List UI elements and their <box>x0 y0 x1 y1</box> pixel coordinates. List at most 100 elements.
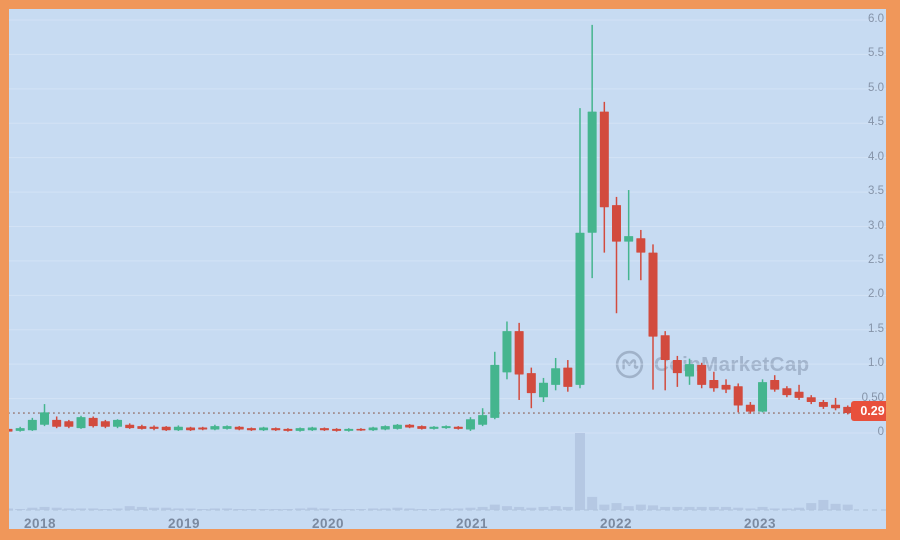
candle-body-up[interactable] <box>368 427 378 431</box>
candle-body-down[interactable] <box>453 426 463 429</box>
candle-body-down[interactable] <box>770 380 780 390</box>
volume-bar[interactable] <box>416 509 427 510</box>
volume-bar[interactable] <box>173 508 184 510</box>
candle-body-down[interactable] <box>137 426 147 429</box>
candle-body-down[interactable] <box>782 388 792 396</box>
volume-bar[interactable] <box>781 508 792 510</box>
volume-bar[interactable] <box>234 509 245 510</box>
volume-bar[interactable] <box>258 509 269 510</box>
volume-bar[interactable] <box>63 508 74 510</box>
candle-body-down[interactable] <box>563 367 573 387</box>
volume-bar[interactable] <box>27 507 38 510</box>
candle-body-up[interactable] <box>478 415 488 425</box>
volume-bar[interactable] <box>453 508 464 510</box>
candle-body-down[interactable] <box>818 402 828 407</box>
candle-body-down[interactable] <box>843 406 853 414</box>
candle-body-up[interactable] <box>40 412 50 425</box>
volume-bar[interactable] <box>112 508 123 510</box>
candle-body-up[interactable] <box>575 232 585 385</box>
candle-body-up[interactable] <box>685 364 695 377</box>
candle-body-down[interactable] <box>52 419 62 427</box>
candle-body-down[interactable] <box>660 335 670 361</box>
volume-bar[interactable] <box>76 508 87 510</box>
volume-bar[interactable] <box>161 507 172 510</box>
volume-bar[interactable] <box>733 507 744 510</box>
candle-body-down[interactable] <box>100 421 110 427</box>
volume-bar[interactable] <box>818 499 829 510</box>
volume-bar[interactable] <box>15 509 26 510</box>
candle-body-down[interactable] <box>745 404 755 412</box>
candle-body-down[interactable] <box>64 421 74 427</box>
candle-body-down[interactable] <box>234 426 244 430</box>
volume-bar[interactable] <box>51 507 62 510</box>
candle-body-down[interactable] <box>271 428 281 431</box>
volume-bar[interactable] <box>745 508 756 510</box>
candle-body-down[interactable] <box>125 424 135 429</box>
volume-bar[interactable] <box>270 509 281 510</box>
volume-bar[interactable] <box>757 506 768 510</box>
candle-body-down[interactable] <box>514 331 524 375</box>
candle-body-up[interactable] <box>222 426 232 429</box>
candle-body-down[interactable] <box>636 238 646 253</box>
candle-body-up[interactable] <box>15 428 25 431</box>
candle-body-down[interactable] <box>612 205 621 242</box>
candle-body-up[interactable] <box>551 368 561 385</box>
volume-bar[interactable] <box>209 508 220 510</box>
volume-bar[interactable] <box>307 507 318 510</box>
volume-bar[interactable] <box>246 509 257 510</box>
candle-body-down[interactable] <box>709 380 719 389</box>
volume-bar[interactable] <box>380 508 391 510</box>
volume-bar[interactable] <box>696 506 707 510</box>
volume-bar[interactable] <box>404 508 415 510</box>
volume-bar[interactable] <box>465 507 476 510</box>
volume-bar[interactable] <box>343 509 354 510</box>
candle-body-up[interactable] <box>259 427 269 431</box>
candle-body-up[interactable] <box>173 426 183 431</box>
volume-bar[interactable] <box>124 506 135 510</box>
candle-body-down[interactable] <box>806 397 816 403</box>
volume-bar[interactable] <box>489 504 500 510</box>
volume-bar[interactable] <box>428 509 439 510</box>
candle-body-up[interactable] <box>587 111 597 233</box>
candle-body-down[interactable] <box>319 428 329 431</box>
volume-bar[interactable] <box>185 508 196 510</box>
volume-bar[interactable] <box>574 433 585 510</box>
volume-bar[interactable] <box>149 507 160 510</box>
candle-body-down[interactable] <box>246 428 256 431</box>
volume-bar[interactable] <box>222 508 233 510</box>
volume-bar[interactable] <box>830 503 841 510</box>
candle-body-up[interactable] <box>27 419 37 431</box>
candle-body-up[interactable] <box>113 419 123 427</box>
candle-body-up[interactable] <box>502 331 512 373</box>
candle-body-down[interactable] <box>599 111 609 208</box>
candle-body-up[interactable] <box>392 424 402 429</box>
candle-body-up[interactable] <box>624 236 634 242</box>
candle-body-up[interactable] <box>490 364 500 418</box>
volume-bar[interactable] <box>392 507 403 510</box>
candle-body-down[interactable] <box>794 391 804 398</box>
volume-bar[interactable] <box>794 507 805 510</box>
candle-body-down[interactable] <box>356 428 366 431</box>
candle-body-down[interactable] <box>3 428 13 432</box>
volume-bar[interactable] <box>514 506 525 510</box>
candle-body-down[interactable] <box>697 364 707 385</box>
volume-bar[interactable] <box>623 506 634 510</box>
candle-body-up[interactable] <box>465 419 475 430</box>
candle-body-up[interactable] <box>538 382 548 398</box>
candle-body-down[interactable] <box>672 360 682 374</box>
candle-body-up[interactable] <box>758 382 768 412</box>
candle-body-down[interactable] <box>149 426 159 429</box>
candle-body-down[interactable] <box>161 426 171 431</box>
candle-body-down[interactable] <box>186 427 196 431</box>
volume-bar[interactable] <box>319 508 330 510</box>
volume-bar[interactable] <box>587 496 598 510</box>
volume-bar[interactable] <box>842 504 853 510</box>
volume-bar[interactable] <box>88 508 99 510</box>
volume-bar[interactable] <box>806 503 817 510</box>
candle-body-up[interactable] <box>307 427 317 431</box>
candle-body-down[interactable] <box>417 426 427 429</box>
volume-bar[interactable] <box>562 506 573 510</box>
volume-bar[interactable] <box>39 506 50 510</box>
